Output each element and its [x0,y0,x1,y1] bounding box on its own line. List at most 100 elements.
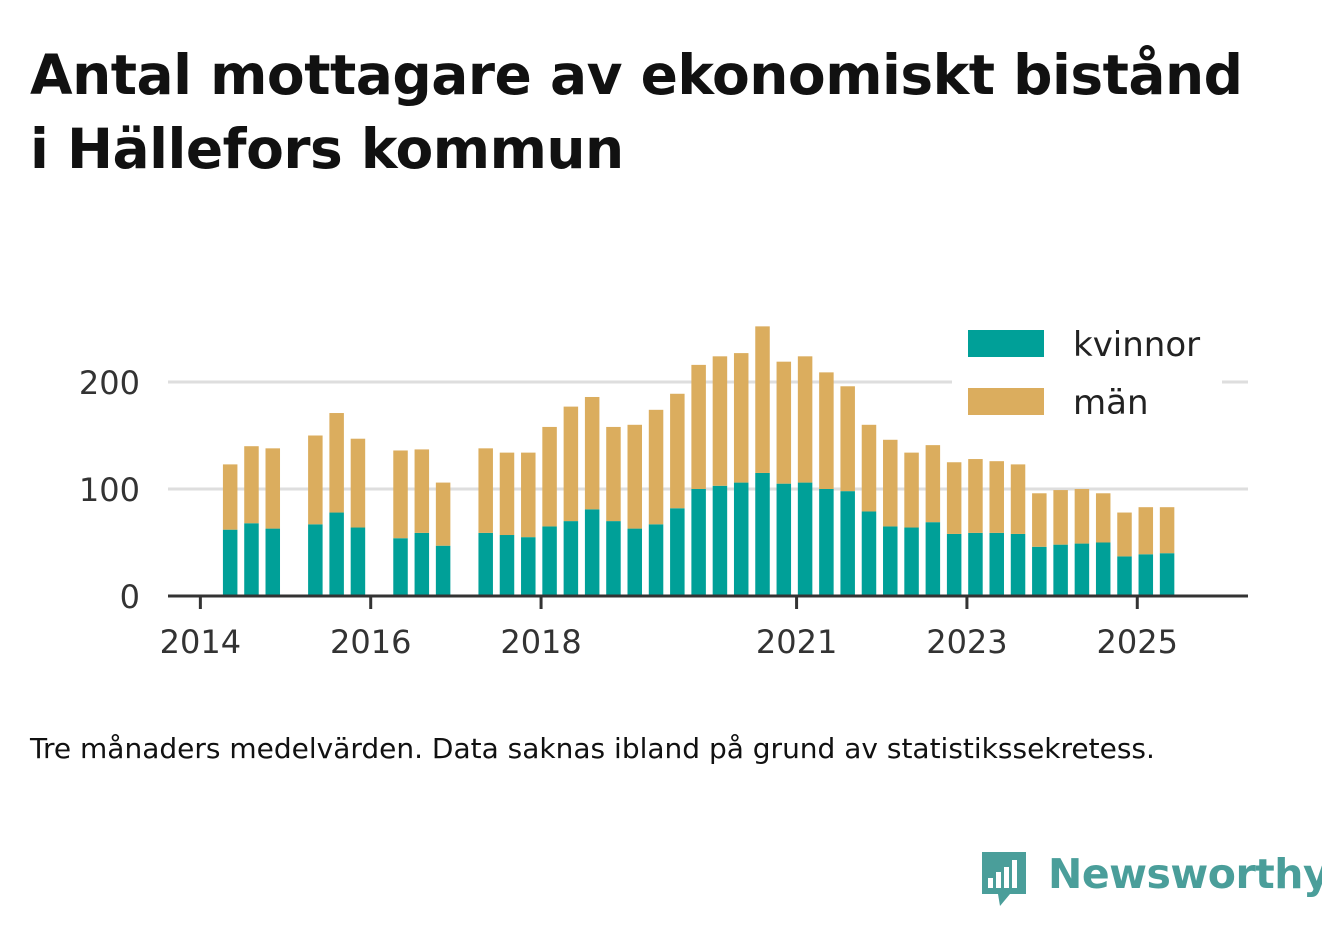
bar-man [542,426,557,527]
x-tick-label: 2025 [1097,623,1178,661]
bar-kvinnor [393,538,408,596]
bar-kvinnor [222,529,238,596]
x-tick-label: 2014 [160,623,241,661]
bar-kvinnor [840,491,855,596]
chart-title: Antal mottagare av ekonomiskt bistånd i … [30,38,1300,186]
bar-man [521,452,536,538]
bar-kvinnor [946,533,962,596]
legend-swatch-0 [968,330,1044,357]
bar-man [797,356,813,483]
chart-title-line-2: i Hällefors kommun [30,117,624,181]
bar-kvinnor [1159,553,1175,596]
bar-man [648,409,664,525]
bar-kvinnor [989,532,1004,596]
bar-kvinnor [606,521,621,596]
y-tick-label: 0 [120,578,140,616]
bar-man [350,438,366,528]
legend-label-1: män [1073,383,1149,423]
bar-kvinnor [776,483,792,596]
bar-man [393,450,408,539]
chart-title-line-1: Antal mottagare av ekonomiskt bistånd [30,43,1243,107]
bar-kvinnor [733,482,749,596]
bar-kvinnor [563,521,579,596]
bar-kvinnor [308,524,323,596]
bar-kvinnor [1095,542,1111,596]
bar-kvinnor [819,489,834,596]
bar-man [776,361,792,484]
bar-man [840,386,855,492]
bar-kvinnor [584,509,600,596]
brand-name: Newsworthy [1048,850,1322,898]
bar-kvinnor [968,532,983,596]
bar-man [478,448,493,533]
stacked-bar-chart: 0 100 200 2014 2016 2018 2021 2023 2025 kvinnor mä… [78,325,1248,661]
bar-man [861,424,877,512]
bar-man [946,462,962,534]
bar-kvinnor [350,527,366,596]
chart-note: Tre månaders medelvärden. Data saknas ib… [30,732,1155,765]
bar-man [329,413,344,513]
bar-man [819,372,834,489]
bar-man [308,435,323,525]
bar-man [1074,489,1090,544]
bar-kvinnor [244,523,259,596]
bar-man [563,406,579,522]
bar-man [435,482,451,546]
x-tick-label: 2018 [500,623,581,661]
bar-kvinnor [1138,554,1154,596]
bar-kvinnor [925,522,941,596]
bar-kvinnor [904,527,919,596]
bar-man [265,448,281,529]
bar-man [1053,490,1068,545]
bar-man [499,452,515,536]
bar-man [1010,464,1026,534]
bar-man [883,439,898,527]
bar-man [712,356,728,486]
bar-kvinnor [861,511,877,596]
newsworthy-logo-icon [982,852,1026,906]
bar-kvinnor [329,512,344,596]
bar-man [989,461,1004,533]
x-tick-label: 2023 [926,623,1007,661]
bar-man [1095,493,1111,543]
bar-kvinnor [265,528,281,596]
bar-kvinnor [414,532,430,596]
bar-man [584,396,600,510]
legend-label-0: kvinnor [1073,325,1200,365]
bar-man [244,446,259,524]
bar-kvinnor [648,524,664,596]
bar-man [1032,493,1047,547]
bar-man [627,424,643,529]
bar-kvinnor [1074,543,1090,596]
bar-kvinnor [1053,544,1068,596]
bar-kvinnor [1117,556,1132,596]
bar-man [925,445,941,523]
bar-kvinnor [521,537,536,596]
bar-kvinnor [883,526,898,596]
bar-man [691,364,706,489]
bar-man [1159,507,1175,554]
bar-kvinnor [712,485,728,596]
bar-man [670,393,685,509]
bar-kvinnor [499,535,515,596]
bar-kvinnor [627,528,643,596]
bar-kvinnor [1010,533,1026,596]
bar-man [222,464,238,530]
bar-kvinnor [542,526,557,596]
legend-swatch-1 [968,388,1044,415]
bar-man [968,459,983,533]
bar-kvinnor [670,508,685,596]
bar-kvinnor [1032,546,1047,596]
bar-man [904,452,919,528]
y-tick-label: 200 [79,364,140,402]
bar-kvinnor [755,472,770,596]
x-tick-label: 2016 [330,623,411,661]
x-tick-label: 2021 [756,623,837,661]
bar-man [733,353,749,483]
bar-kvinnor [435,545,451,596]
bar-man [1117,512,1132,557]
bar-kvinnor [691,489,706,596]
bar-man [606,426,621,522]
bar-kvinnor [797,482,813,596]
y-tick-label: 100 [79,471,140,509]
